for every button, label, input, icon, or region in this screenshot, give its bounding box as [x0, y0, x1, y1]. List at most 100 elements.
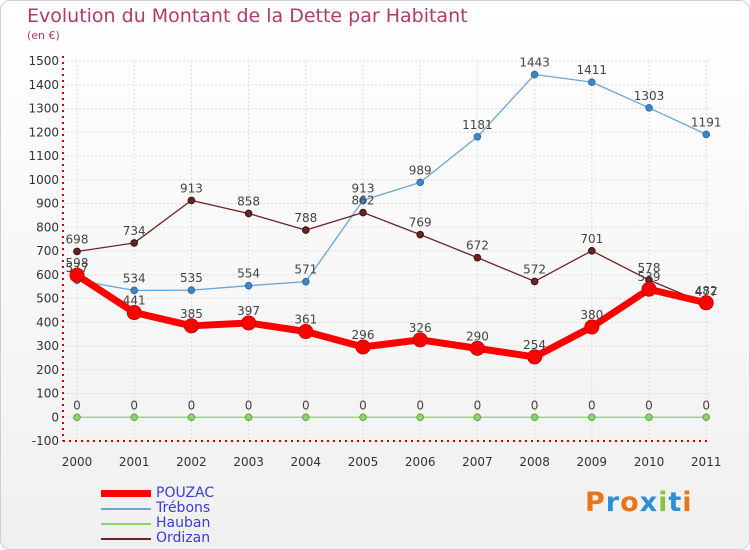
logo-letter: x	[639, 487, 659, 518]
legend: POUZAC Trébons Hauban Ordizan	[101, 486, 301, 546]
data-label-pouzac: 482	[695, 284, 718, 298]
legend-label-hauban: Hauban	[156, 515, 211, 531]
data-point-trebons	[359, 196, 367, 205]
data-label-trebons: 1443	[519, 56, 550, 70]
data-point-pouzac	[469, 340, 485, 356]
x-tick-label: 2010	[634, 455, 665, 469]
y-tick-label: 200	[36, 363, 59, 377]
data-label-pouzac: 380	[580, 308, 603, 322]
data-label-pouzac: 441	[123, 294, 146, 308]
data-label-ordizan: 913	[180, 181, 203, 195]
data-point-ordizan	[187, 196, 196, 205]
data-label-trebons: 554	[237, 267, 260, 281]
logo-letter: i	[658, 487, 669, 518]
data-label-hauban: 0	[359, 398, 367, 412]
series-line-trebons	[76, 73, 707, 292]
x-tick-label: 2002	[176, 455, 207, 469]
legend-item-trebons: Trébons	[101, 501, 301, 516]
data-point-pouzac	[183, 318, 199, 334]
x-tick-label: 2007	[462, 455, 493, 469]
data-point-trebons	[416, 178, 425, 187]
data-label-trebons: 535	[180, 271, 203, 285]
data-label-trebons: 1191	[691, 115, 722, 129]
data-label-trebons: 1411	[577, 63, 608, 77]
data-label-pouzac: 254	[523, 338, 546, 352]
legend-swatch-pouzac	[101, 490, 151, 497]
data-label-pouzac: 385	[180, 307, 203, 321]
data-point-pouzac	[698, 295, 714, 311]
data-point-pouzac	[527, 349, 543, 365]
data-label-hauban: 0	[188, 398, 196, 412]
data-point-ordizan	[359, 208, 367, 217]
data-point-hauban	[473, 413, 482, 422]
y-tick-label: 600	[36, 268, 59, 282]
legend-label-trebons: Trébons	[156, 500, 211, 516]
data-point-ordizan	[416, 230, 425, 239]
data-label-trebons: 534	[123, 271, 146, 285]
data-point-hauban	[530, 413, 539, 422]
data-point-trebons	[244, 281, 253, 290]
logo-letter: P	[585, 487, 606, 518]
data-point-hauban	[302, 413, 310, 422]
data-point-ordizan	[130, 239, 138, 247]
x-tick-label: 2001	[119, 455, 150, 469]
data-point-ordizan	[73, 247, 81, 256]
data-point-hauban	[645, 413, 653, 422]
data-point-hauban	[416, 413, 425, 422]
legend-swatch-trebons	[101, 508, 151, 510]
y-tick-label: 800	[36, 220, 59, 234]
data-label-ordizan: 572	[523, 262, 546, 276]
data-label-ordizan: 701	[580, 232, 603, 246]
data-label-pouzac: 539	[638, 270, 661, 284]
x-tick-label: 2008	[519, 455, 550, 469]
y-tick-label: 1300	[28, 102, 59, 116]
data-label-trebons: 1181	[462, 118, 493, 132]
y-tick-label: -100	[32, 434, 59, 448]
data-point-ordizan	[530, 277, 539, 286]
chart-subtitle: (en €)	[27, 29, 60, 42]
legend-item-ordizan: Ordizan	[101, 531, 301, 546]
logo-letter: t	[668, 487, 683, 518]
x-tick-label: 2011	[691, 455, 722, 469]
x-tick-label: 2004	[291, 455, 322, 469]
data-point-pouzac	[241, 315, 257, 331]
y-tick-label: 1000	[28, 173, 59, 187]
data-label-trebons: 1303	[634, 89, 665, 103]
data-point-hauban	[187, 413, 196, 422]
data-point-trebons	[645, 103, 653, 112]
data-label-hauban: 0	[302, 398, 310, 412]
y-tick-label: 1500	[28, 54, 59, 68]
data-label-ordizan: 769	[409, 216, 432, 230]
data-point-pouzac	[641, 281, 657, 297]
data-label-pouzac: 296	[352, 328, 375, 342]
y-tick-label: 0	[51, 410, 59, 424]
data-label-trebons: 989	[409, 163, 432, 177]
data-label-pouzac: 326	[409, 321, 432, 335]
data-label-hauban: 0	[588, 398, 596, 412]
y-tick-label: 300	[36, 339, 59, 353]
data-point-hauban	[588, 413, 596, 422]
data-point-trebons	[588, 78, 596, 86]
data-point-hauban	[130, 413, 138, 422]
y-tick-label: 400	[36, 315, 59, 329]
series-line-ordizan	[76, 199, 707, 305]
legend-label-ordizan: Ordizan	[156, 530, 211, 546]
x-tick-label: 2005	[348, 455, 379, 469]
data-point-pouzac	[584, 319, 600, 335]
data-label-pouzac: 397	[237, 304, 260, 318]
data-label-hauban: 0	[73, 398, 81, 412]
data-label-hauban: 0	[702, 398, 710, 412]
x-tick-label: 2006	[405, 455, 436, 469]
data-label-trebons: 913	[352, 181, 375, 195]
y-tick-label: 1400	[28, 78, 59, 92]
data-point-hauban	[702, 413, 711, 422]
chart-title: Evolution du Montant de la Dette par Hab…	[27, 5, 468, 27]
y-tick-label: 100	[36, 387, 59, 401]
data-point-pouzac	[69, 267, 85, 283]
data-label-hauban: 0	[474, 398, 482, 412]
y-tick-label: 900	[36, 197, 59, 211]
data-label-ordizan: 858	[237, 194, 260, 208]
data-label-ordizan: 672	[466, 239, 489, 253]
series-line-pouzac	[75, 272, 708, 361]
